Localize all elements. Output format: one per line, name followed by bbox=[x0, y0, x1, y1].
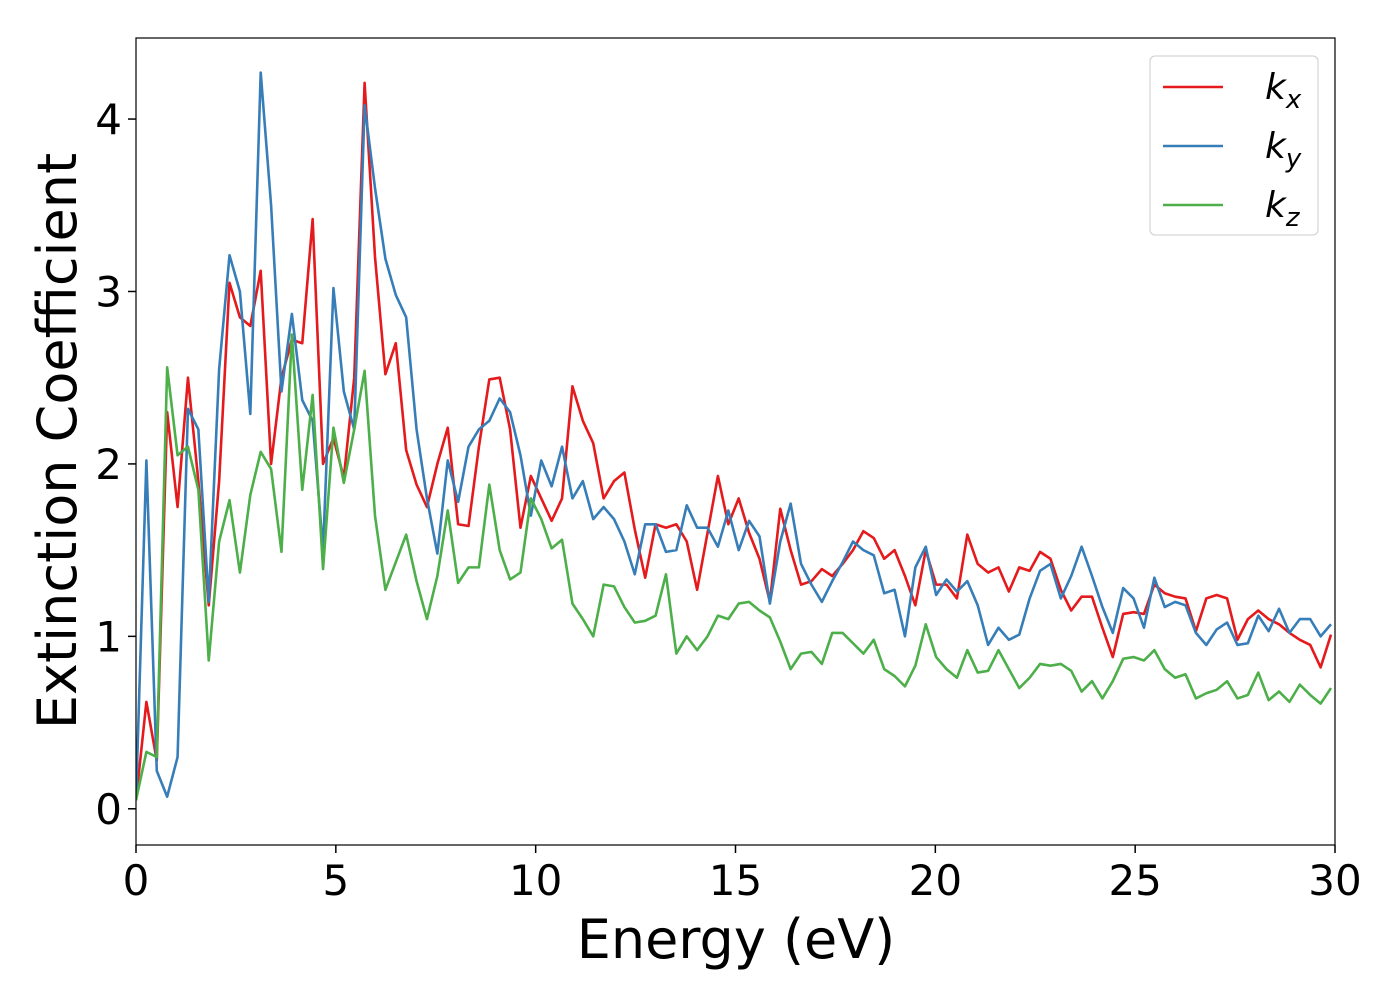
x-tick-label: 25 bbox=[1108, 856, 1161, 905]
legend-label: kx bbox=[1265, 67, 1302, 115]
plot-frame bbox=[135, 37, 1336, 846]
y-tick-label: 0 bbox=[95, 785, 122, 834]
y-axis-label: Extinction Coefficient bbox=[26, 153, 89, 729]
y-tick-label: 3 bbox=[95, 267, 122, 316]
x-tick-label: 5 bbox=[322, 856, 349, 905]
y-tick-label: 1 bbox=[95, 612, 122, 661]
x-tick-label: 10 bbox=[509, 856, 562, 905]
y-tick-label: 4 bbox=[95, 95, 122, 144]
data-line bbox=[136, 81, 1333, 801]
x-axis-label: Energy (eV) bbox=[577, 908, 896, 971]
x-tick-label: 30 bbox=[1308, 856, 1361, 905]
data-line bbox=[136, 333, 1333, 801]
x-tick-label: 0 bbox=[123, 856, 150, 905]
x-tick-label: 15 bbox=[709, 856, 762, 905]
x-tick-label: 20 bbox=[909, 856, 962, 905]
legend-label: ky bbox=[1265, 126, 1302, 174]
legend-box bbox=[1149, 55, 1319, 236]
y-tick-label: 2 bbox=[95, 440, 122, 489]
legend-label: kz bbox=[1265, 185, 1301, 233]
data-line bbox=[136, 71, 1332, 801]
